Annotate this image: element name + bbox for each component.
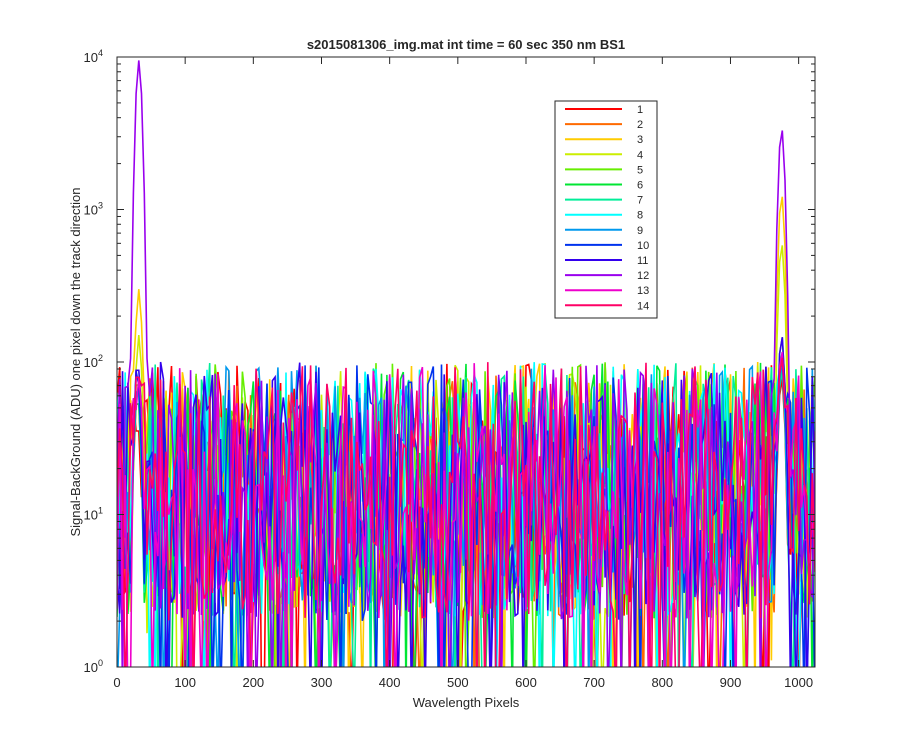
y-axis-label: Signal-BackGround (ADU) one pixel down t… (68, 187, 83, 536)
legend-label: 1 (637, 104, 643, 116)
x-tick-label: 100 (174, 675, 196, 690)
legend-label: 5 (637, 164, 643, 176)
y-tick-label: 102 (84, 353, 103, 370)
y-tick-label: 100 (84, 658, 103, 675)
legend-box (554, 100, 658, 319)
legend-label: 8 (637, 210, 643, 222)
legend-label: 10 (637, 240, 649, 252)
x-tick-label: 800 (651, 675, 673, 690)
x-tick-label: 400 (379, 675, 401, 690)
legend-label: 6 (637, 180, 643, 192)
legend-label: 4 (637, 149, 643, 161)
y-tick-label: 104 (84, 48, 103, 65)
legend-label: 3 (637, 134, 643, 146)
legend-label: 7 (637, 195, 643, 207)
y-tick-label: 103 (84, 201, 103, 218)
legend-label: 14 (637, 300, 649, 312)
x-tick-label: 900 (720, 675, 742, 690)
x-tick-label: 600 (515, 675, 537, 690)
x-tick-label: 0 (113, 675, 120, 690)
legend-label: 13 (637, 285, 649, 297)
series-layer (117, 60, 815, 667)
y-tick-label: 101 (84, 506, 103, 523)
legend-label: 11 (637, 255, 648, 267)
x-axis: 0 100 200 300 400 500 600 700 800 900 1000 (113, 57, 813, 690)
x-axis-label: Wavelength Pixels (413, 695, 520, 710)
legend-label: 9 (637, 225, 643, 237)
x-tick-label: 700 (583, 675, 605, 690)
chart-title: s2015081306_img.mat int time = 60 sec 35… (307, 37, 625, 52)
x-tick-label: 200 (242, 675, 264, 690)
legend-label: 12 (637, 270, 649, 282)
x-tick-label: 500 (447, 675, 469, 690)
legend-label: 2 (637, 119, 643, 131)
x-tick-label: 1000 (784, 675, 813, 690)
series-line-14 (117, 357, 815, 667)
series-line-12 (117, 60, 815, 667)
x-tick-label: 300 (311, 675, 333, 690)
